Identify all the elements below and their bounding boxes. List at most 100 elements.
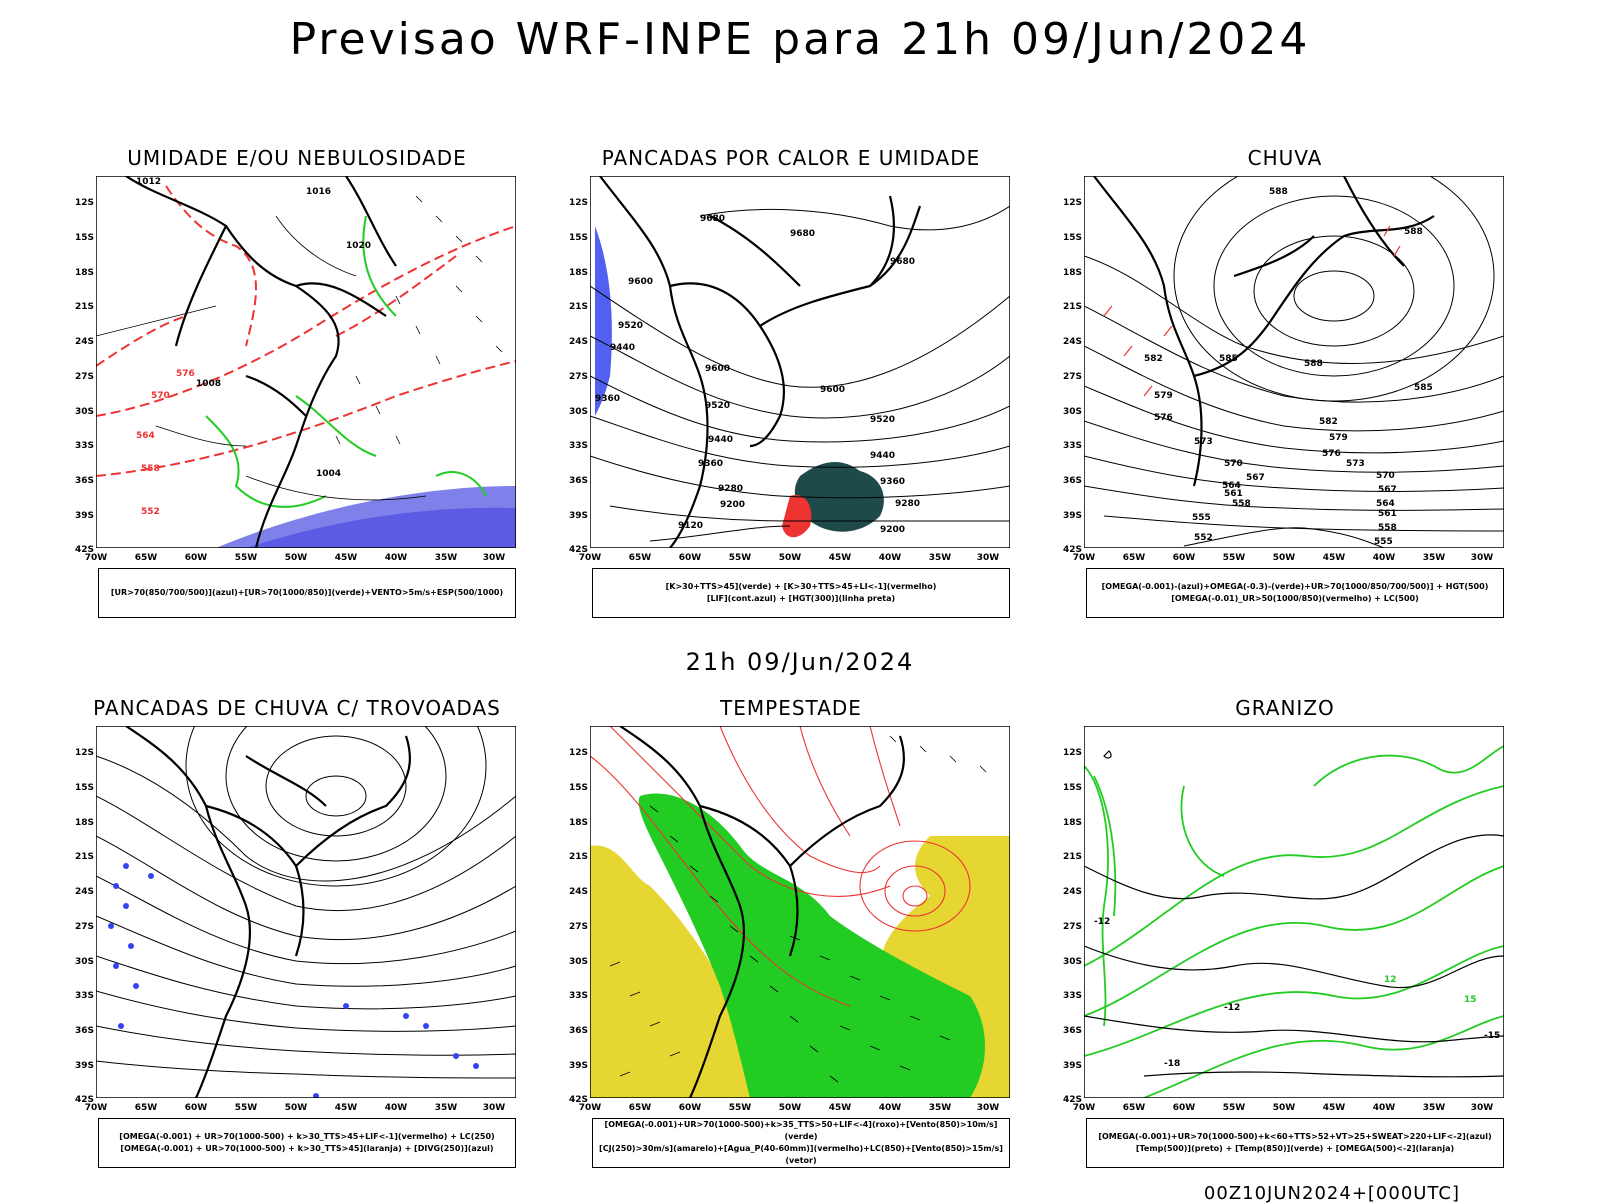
svg-text:30S: 30S (1063, 957, 1082, 967)
svg-text:558: 558 (141, 464, 160, 474)
svg-text:561: 561 (1224, 489, 1243, 499)
svg-text:24S: 24S (569, 337, 588, 347)
map-pancadas-trovoadas (96, 726, 516, 1098)
axes-1: 12S 15S 18S 21S 24S 27S 30S 33S 36S 39S … (75, 198, 506, 563)
svg-text:573: 573 (1346, 459, 1365, 469)
map-tempestade (590, 726, 1010, 1098)
svg-text:27S: 27S (569, 372, 588, 382)
svg-text:15S: 15S (569, 233, 588, 243)
svg-text:9680: 9680 (890, 257, 915, 267)
svg-text:30W: 30W (483, 553, 506, 563)
svg-text:9440: 9440 (610, 343, 635, 353)
svg-text:564: 564 (1376, 499, 1395, 509)
svg-text:50W: 50W (779, 1103, 802, 1113)
svg-text:45W: 45W (335, 553, 358, 563)
svg-text:55W: 55W (729, 1103, 752, 1113)
svg-text:27S: 27S (75, 372, 94, 382)
contour-labels-6: -12 -12 -18 -15 15 12 (1094, 917, 1500, 1069)
svg-text:18S: 18S (1063, 268, 1082, 278)
footer-stamp: 00Z10JUN2024+[000UTC] (1203, 1183, 1460, 1204)
svg-text:9360: 9360 (880, 477, 905, 487)
svg-text:558: 558 (1378, 523, 1397, 533)
svg-text:21S: 21S (75, 852, 94, 862)
svg-text:30S: 30S (569, 957, 588, 967)
svg-text:36S: 36S (569, 476, 588, 486)
svg-text:18S: 18S (569, 268, 588, 278)
svg-text:588: 588 (1269, 187, 1288, 197)
svg-text:30S: 30S (569, 407, 588, 417)
svg-text:65W: 65W (135, 1103, 158, 1113)
svg-text:45W: 45W (829, 553, 852, 563)
svg-text:555: 555 (1192, 513, 1211, 523)
svg-text:60W: 60W (679, 1103, 702, 1113)
svg-text:18S: 18S (75, 818, 94, 828)
axes-3: 12S 15S 18S 21S 24S 27S 30S 33S 36S 39S … (1063, 198, 1493, 563)
svg-text:21S: 21S (1063, 852, 1082, 862)
svg-text:561: 561 (1378, 509, 1397, 519)
svg-text:42S: 42S (1063, 1095, 1082, 1105)
main-title: Previsao WRF-INPE para 21h 09/Jun/2024 (289, 14, 1311, 65)
svg-text:70W: 70W (1073, 553, 1096, 563)
svg-text:588: 588 (1404, 227, 1423, 237)
map-chuva: 588 588 588 585 585 582 582 579 579 576 … (1084, 176, 1504, 548)
panel-title: PANCADAS POR CALOR E UMIDADE (601, 146, 981, 170)
svg-text:45W: 45W (829, 1103, 852, 1113)
svg-text:18S: 18S (1063, 818, 1082, 828)
svg-text:567: 567 (1378, 485, 1397, 495)
svg-text:552: 552 (1194, 533, 1213, 543)
svg-text:65W: 65W (1123, 1103, 1146, 1113)
map-pancadas-calor: 9680 9680 9680 9600 9600 9600 9520 9520 … (590, 176, 1010, 548)
svg-text:582: 582 (1319, 417, 1338, 427)
svg-text:50W: 50W (779, 553, 802, 563)
svg-text:567: 567 (1246, 473, 1265, 483)
svg-text:12S: 12S (75, 198, 94, 208)
svg-text:33S: 33S (1063, 991, 1082, 1001)
svg-text:55W: 55W (235, 1103, 258, 1113)
svg-text:40W: 40W (879, 553, 902, 563)
svg-text:24S: 24S (1063, 887, 1082, 897)
svg-text:15S: 15S (569, 783, 588, 793)
svg-text:9600: 9600 (705, 364, 730, 374)
svg-text:9600: 9600 (820, 385, 845, 395)
svg-text:582: 582 (1144, 354, 1163, 364)
svg-text:45W: 45W (1323, 1103, 1346, 1113)
svg-text:585: 585 (1414, 383, 1433, 393)
svg-text:45W: 45W (335, 1103, 358, 1113)
svg-text:-12: -12 (1224, 1003, 1240, 1013)
panel-title: PANCADAS DE CHUVA C/ TROVOADAS (93, 696, 501, 720)
svg-text:42S: 42S (1063, 545, 1082, 555)
svg-text:45W: 45W (1323, 553, 1346, 563)
svg-text:24S: 24S (1063, 337, 1082, 347)
svg-text:50W: 50W (285, 553, 308, 563)
svg-text:65W: 65W (1123, 553, 1146, 563)
svg-text:39S: 39S (75, 511, 94, 521)
svg-text:36S: 36S (569, 1026, 588, 1036)
svg-text:15S: 15S (1063, 783, 1082, 793)
svg-text:35W: 35W (1423, 553, 1446, 563)
svg-text:40W: 40W (1373, 1103, 1396, 1113)
svg-text:36S: 36S (1063, 476, 1082, 486)
svg-text:9360: 9360 (595, 394, 620, 404)
svg-text:70W: 70W (1073, 1103, 1096, 1113)
svg-text:35W: 35W (1423, 1103, 1446, 1113)
map-umidade: 1012 1016 1020 1008 1004 576 570 564 558… (96, 176, 516, 548)
svg-text:60W: 60W (1173, 1103, 1196, 1113)
legend-box: [OMEGA(-0.001)+UR>70(1000-500)+k<60+TTS>… (1086, 1118, 1504, 1168)
mid-title: 21h 09/Jun/2024 (685, 648, 915, 676)
svg-text:33S: 33S (1063, 441, 1082, 451)
svg-text:60W: 60W (185, 553, 208, 563)
svg-text:570: 570 (1224, 459, 1243, 469)
panel-title: UMIDADE E/OU NEBULOSIDADE (127, 146, 467, 170)
legend-box: [OMEGA(-0.001)+UR>70(1000-500)+k>35_TTS>… (592, 1118, 1010, 1168)
svg-text:30W: 30W (483, 1103, 506, 1113)
svg-text:9680: 9680 (700, 214, 725, 224)
svg-text:39S: 39S (569, 511, 588, 521)
svg-text:55W: 55W (1223, 553, 1246, 563)
svg-text:18S: 18S (569, 818, 588, 828)
svg-text:9360: 9360 (698, 459, 723, 469)
svg-text:30W: 30W (1471, 1103, 1494, 1113)
legend-box: [UR>70(850/700/500)](azul)+[UR>70(1000/8… (98, 568, 516, 618)
svg-text:21S: 21S (1063, 302, 1082, 312)
svg-text:30S: 30S (1063, 407, 1082, 417)
svg-text:40W: 40W (385, 1103, 408, 1113)
